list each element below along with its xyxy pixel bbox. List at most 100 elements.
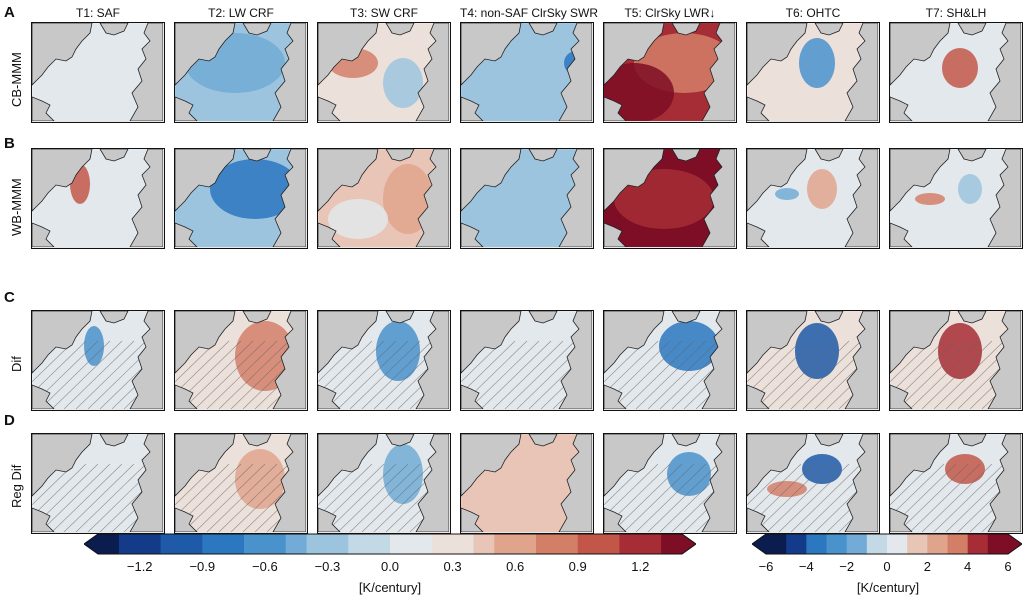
colorbar-segment	[967, 534, 989, 554]
row-letter-a: A	[4, 4, 15, 21]
colorbar-left-tick: −1.2	[126, 559, 153, 574]
colorbar-right-tick: −4	[798, 559, 814, 574]
colorbar-segment	[473, 534, 495, 554]
column-title-3: T3: SW CRF	[350, 6, 418, 20]
colorbar-segment	[202, 534, 224, 554]
colorbar-segment	[640, 534, 662, 554]
colorbar-left-tick: 0.6	[506, 559, 525, 574]
row-label-a: CB-MMM	[9, 52, 24, 107]
colorbar-extend-low	[752, 534, 766, 554]
colorbar-left-tick: −0.6	[252, 559, 278, 574]
map-panel-d-5	[603, 433, 737, 534]
map-panel-b-4	[460, 148, 594, 249]
colorbar-segment	[181, 534, 203, 554]
map-panel-c-3	[317, 310, 451, 411]
colorbar-left-tick: 0.3	[443, 559, 462, 574]
column-title-7: T7: SH&LH	[925, 6, 987, 20]
colorbar-extend-high	[682, 534, 696, 554]
colorbar-right	[752, 533, 1022, 555]
colorbar-segment	[806, 534, 827, 554]
colorbar-right-tick: 4	[964, 559, 972, 574]
map-panel-d-3	[317, 433, 451, 534]
colorbar-segment	[285, 534, 308, 554]
column-title-6: T6: OHTC	[785, 6, 841, 20]
map-panel-c-1	[31, 310, 165, 411]
row-letter-d: D	[4, 412, 15, 429]
colorbar-segment	[431, 534, 454, 554]
map-panel-a-1	[31, 22, 165, 123]
colorbar-segment	[947, 534, 969, 554]
colorbar-extend-low	[84, 534, 98, 554]
colorbar-segment	[887, 534, 908, 554]
column-title-5: T5: ClrSky LWR↓	[624, 6, 716, 20]
colorbar-extend-high	[1008, 534, 1022, 554]
map-panel-a-6	[746, 22, 880, 123]
row-label-c: Dif	[9, 356, 24, 372]
map-panel-c-7	[889, 310, 1023, 411]
colorbar-right-unit: [K/century]	[856, 580, 920, 595]
colorbar-left-tick: 1.2	[631, 559, 650, 574]
column-title-1: T1: SAF	[75, 6, 120, 20]
column-title-2: T2: LW CRF	[208, 6, 274, 20]
map-panel-a-4	[460, 22, 594, 123]
map-panel-c-6	[746, 310, 880, 411]
map-panel-c-5	[603, 310, 737, 411]
colorbar-right-tick: 0	[883, 559, 891, 574]
row-label-b: WB-MMM	[9, 178, 24, 236]
colorbar-segment	[348, 534, 370, 554]
map-panel-b-7	[889, 148, 1023, 249]
map-panel-d-7	[889, 433, 1023, 534]
colorbar-right-tick: 6	[1004, 559, 1012, 574]
colorbar-segment	[826, 534, 848, 554]
colorbar-segment	[786, 534, 807, 554]
colorbar-segment	[846, 534, 868, 554]
colorbar-segment	[98, 534, 120, 554]
map-panel-b-2	[174, 148, 308, 249]
colorbar-segment	[264, 534, 287, 554]
row-letter-c: C	[4, 289, 15, 306]
colorbar-segment	[223, 534, 245, 554]
column-title-4: T4: non-SAF ClrSky SWR	[460, 6, 599, 20]
colorbar-right-tick: −2	[839, 559, 855, 574]
colorbar-left	[84, 533, 696, 555]
row-label-d: Reg Dif	[9, 464, 24, 508]
colorbar-segment	[494, 534, 516, 554]
map-panel-a-7	[889, 22, 1023, 123]
colorbar-segment	[866, 534, 888, 554]
map-panel-d-6	[746, 433, 880, 534]
colorbar-segment	[577, 534, 600, 554]
colorbar-segment	[118, 534, 141, 554]
map-panel-c-2	[174, 310, 308, 411]
colorbar-segment	[766, 534, 787, 554]
map-panel-d-4	[460, 433, 594, 534]
colorbar-segment	[327, 534, 349, 554]
colorbar-segment	[907, 534, 928, 554]
map-panel-a-5	[603, 22, 737, 123]
colorbar-segment	[598, 534, 620, 554]
colorbar-right-tick: 2	[923, 559, 931, 574]
colorbar-segment	[160, 534, 182, 554]
map-panel-a-3	[317, 22, 451, 123]
colorbar-segment	[410, 534, 433, 554]
colorbar-left-unit: [K/century]	[358, 580, 422, 595]
colorbar-left-tick: −0.3	[314, 559, 341, 574]
colorbar-left-tick: 0.0	[380, 559, 400, 574]
map-panel-b-6	[746, 148, 880, 249]
row-letter-b: B	[4, 135, 15, 152]
map-panel-b-1	[31, 148, 165, 249]
colorbar-segment	[139, 534, 162, 554]
colorbar-segment	[452, 534, 474, 554]
colorbar-segment	[390, 534, 412, 554]
map-panel-a-2	[174, 22, 308, 123]
colorbar-left-tick: 0.9	[568, 559, 587, 574]
map-panel-d-2	[174, 433, 308, 534]
map-panel-d-1	[31, 433, 165, 534]
colorbar-right-tick: −6	[758, 559, 774, 574]
colorbar-segment	[927, 534, 948, 554]
colorbar-segment	[619, 534, 641, 554]
colorbar-segment	[536, 534, 558, 554]
map-panel-c-4	[460, 310, 594, 411]
colorbar-segment	[515, 534, 537, 554]
colorbar-segment	[306, 534, 328, 554]
colorbar-segment	[556, 534, 579, 554]
